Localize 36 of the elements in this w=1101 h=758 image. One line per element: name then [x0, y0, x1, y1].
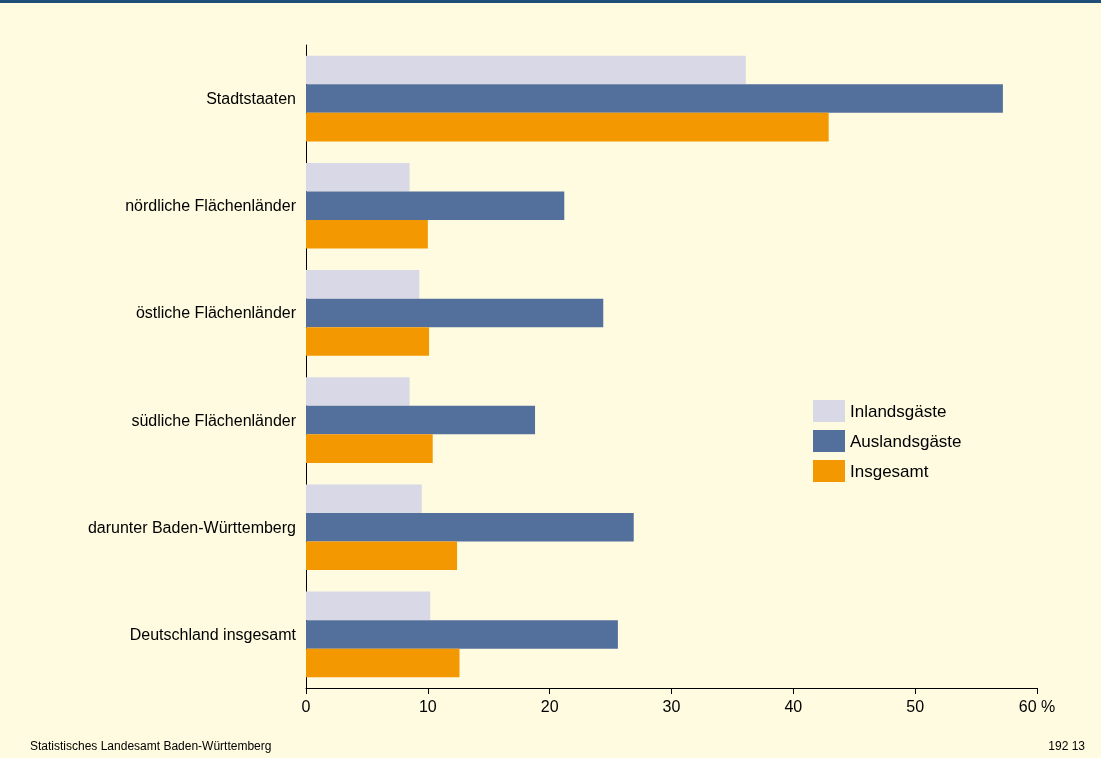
bar	[306, 620, 618, 649]
legend-label: Auslandsgäste	[850, 431, 962, 451]
y-tick-label: östliche Flächenländer	[135, 304, 297, 322]
y-tick-label: darunter Baden-Württemberg	[87, 518, 296, 536]
y-tick-label: Stadtstaaten	[206, 90, 296, 108]
bar	[306, 512, 634, 542]
x-tick-label: 60 %	[1018, 697, 1056, 715]
bar	[306, 648, 460, 678]
legend-label: Insgesamt	[850, 461, 929, 481]
x-tick-label: 50	[906, 697, 925, 715]
x-tick-label: 40	[784, 697, 803, 715]
y-tick-label: südliche Flächenländer	[131, 411, 297, 429]
y-tick-label: nördliche Flächenländer	[125, 197, 297, 215]
x-tick-label: 10	[418, 697, 437, 715]
x-tick-label: 0	[301, 697, 311, 715]
legend-label: Inlandsgäste	[850, 401, 947, 421]
bar	[306, 191, 565, 221]
x-tick-label: 30	[662, 697, 681, 715]
bar	[306, 112, 829, 142]
bar	[306, 377, 410, 406]
x-tick-label: 20	[540, 697, 559, 715]
bar	[306, 327, 430, 356]
bar	[306, 484, 422, 513]
bar	[306, 270, 420, 299]
bar	[306, 84, 1003, 113]
bar	[306, 55, 746, 85]
y-tick-label: Deutschland insgesamt	[129, 625, 297, 643]
text: Statistisches Landesamt Baden-Württemberg	[30, 739, 272, 753]
bar	[306, 162, 410, 192]
bar	[306, 591, 431, 621]
bar	[306, 220, 428, 249]
text: 192 13	[1048, 739, 1086, 753]
bar	[306, 434, 433, 463]
bar	[306, 405, 536, 435]
bar	[306, 298, 604, 328]
bar	[306, 541, 458, 571]
